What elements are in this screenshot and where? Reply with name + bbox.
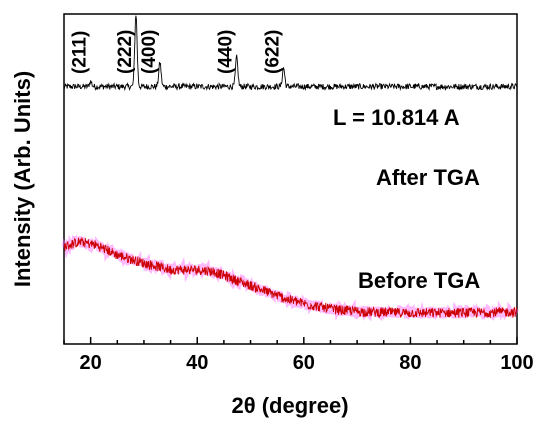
peak-label: (222) [115, 30, 136, 74]
x-tick-label: 20 [80, 352, 102, 374]
x-axis-tick-labels: 20 40 60 80 100 [80, 352, 534, 374]
lattice-annotation: L = 10.814 A [333, 105, 460, 130]
peak-label: (622) [263, 30, 284, 74]
x-tick-label: 80 [399, 352, 421, 374]
x-axis-title: 2θ (degree) [231, 393, 348, 418]
series-label-after-tga: After TGA [376, 165, 480, 190]
before-tga-line [63, 237, 518, 319]
y-axis-title: Intensity (Arb. Units) [10, 71, 35, 287]
peak-label: (400) [139, 30, 160, 74]
after-tga-line [63, 15, 518, 92]
plot-frame [63, 13, 518, 345]
peak-label: (440) [216, 30, 237, 74]
after-tga-trace [63, 15, 518, 92]
x-axis-ticks [63, 337, 518, 344]
x-tick-label: 40 [186, 352, 208, 374]
peak-labels: (211) (222) (400) (440) (622) [70, 30, 284, 74]
peak-label: (211) [70, 31, 91, 74]
series-label-before-tga: Before TGA [358, 268, 480, 293]
before-tga-trace [63, 237, 518, 319]
x-tick-label: 60 [293, 352, 315, 374]
x-tick-label: 100 [500, 352, 533, 374]
